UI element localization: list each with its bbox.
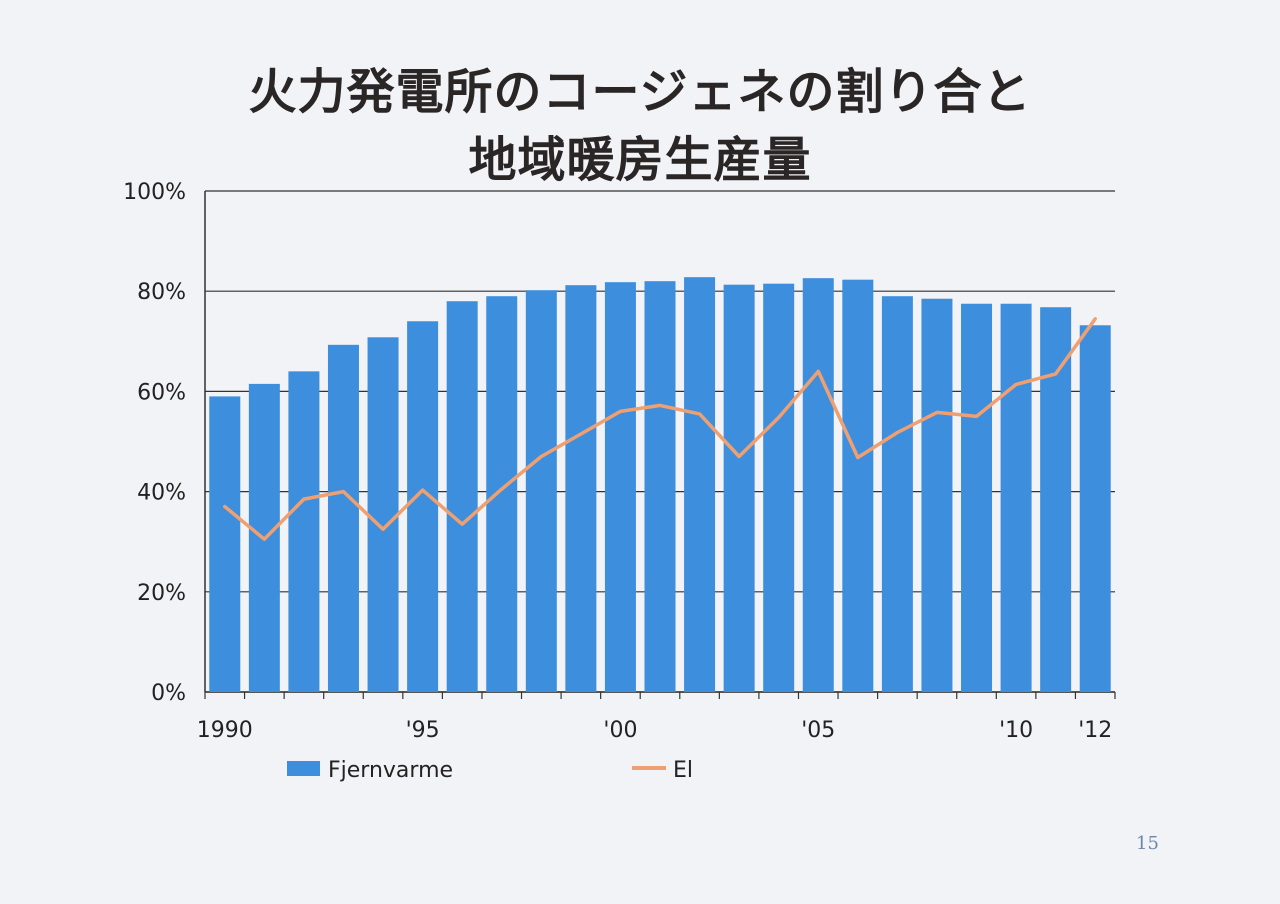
bar xyxy=(367,337,399,692)
y-tick-label: 100% xyxy=(123,180,186,205)
bar xyxy=(446,301,478,692)
legend-label-fjernvarme: Fjernvarme xyxy=(328,758,453,783)
bar xyxy=(921,298,953,692)
bar xyxy=(881,296,913,692)
bar xyxy=(327,344,359,692)
bar xyxy=(1040,307,1072,692)
y-tick-label: 80% xyxy=(137,280,186,305)
x-tick-label: '10 xyxy=(999,718,1033,743)
chart-title-line-1: 火力発電所のコージェネの割り合と xyxy=(248,64,1032,120)
series-line-el xyxy=(223,317,1097,541)
bar xyxy=(525,290,557,692)
bar xyxy=(763,283,795,692)
y-tick-label: 40% xyxy=(137,481,186,506)
bar xyxy=(684,277,716,692)
legend-label-el: El xyxy=(673,758,693,783)
chart-title-line-2: 地域暖房生産量 xyxy=(468,132,812,188)
bar xyxy=(288,371,320,692)
bar xyxy=(644,281,676,692)
bar xyxy=(407,321,439,692)
bar xyxy=(961,303,993,692)
bar xyxy=(1000,303,1032,692)
legend-swatch-fjernvarme xyxy=(287,761,320,776)
y-tick-label: 20% xyxy=(137,581,186,606)
bar xyxy=(209,396,241,692)
x-tick-label: '05 xyxy=(801,718,835,743)
x-tick-label: 1990 xyxy=(197,718,253,743)
bar xyxy=(565,285,597,692)
bar xyxy=(842,279,874,692)
bar xyxy=(486,296,518,692)
chart-title: 火力発電所のコージェネの割り合と 地域暖房生産量 xyxy=(0,58,1280,194)
x-tick-label: '95 xyxy=(406,718,440,743)
x-tick-label: '12 xyxy=(1078,718,1112,743)
bar xyxy=(1079,325,1111,692)
y-tick-label: 60% xyxy=(137,380,186,405)
page-number: 15 xyxy=(1136,833,1159,854)
bar xyxy=(604,282,636,692)
y-tick-label: 0% xyxy=(151,681,186,706)
bar xyxy=(723,284,755,692)
x-tick-label: '00 xyxy=(603,718,637,743)
bar xyxy=(802,278,834,692)
